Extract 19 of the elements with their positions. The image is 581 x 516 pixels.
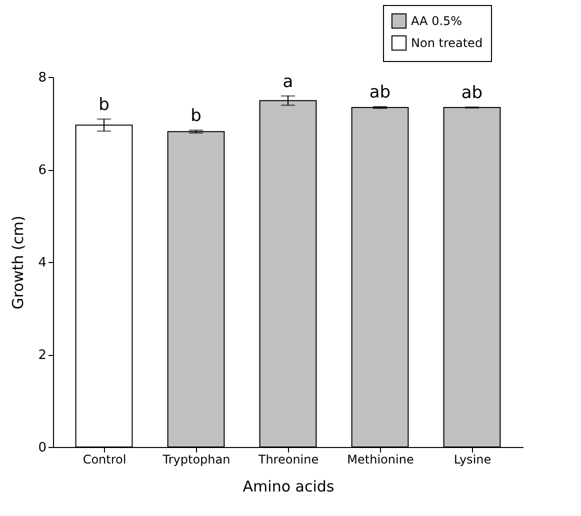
legend-label: Non treated — [411, 36, 483, 50]
annotation: b — [98, 95, 110, 116]
x-tick-label: Control — [82, 452, 126, 466]
annotation: b — [190, 106, 202, 126]
y-tick-label: 6 — [38, 163, 46, 178]
y-tick-label: 8 — [38, 70, 46, 86]
y-tick-label: 0 — [38, 440, 46, 456]
x-tick-label: Methionine — [347, 452, 414, 466]
y-tick-label: 4 — [38, 256, 46, 270]
annotation: ab — [461, 83, 483, 104]
x-axis-title: Amino acids — [242, 478, 334, 496]
legend-label: AA 0.5% — [411, 14, 462, 28]
annotation: ab — [369, 82, 391, 103]
x-tick-label: Lysine — [454, 452, 492, 466]
annotation: a — [282, 72, 294, 92]
x-tick-label: Tryptophan — [162, 452, 230, 466]
x-tick-label: Threonine — [257, 452, 319, 466]
y-axis-title: Growth (cm) — [9, 216, 28, 310]
y-tick-label: 2 — [38, 348, 46, 363]
